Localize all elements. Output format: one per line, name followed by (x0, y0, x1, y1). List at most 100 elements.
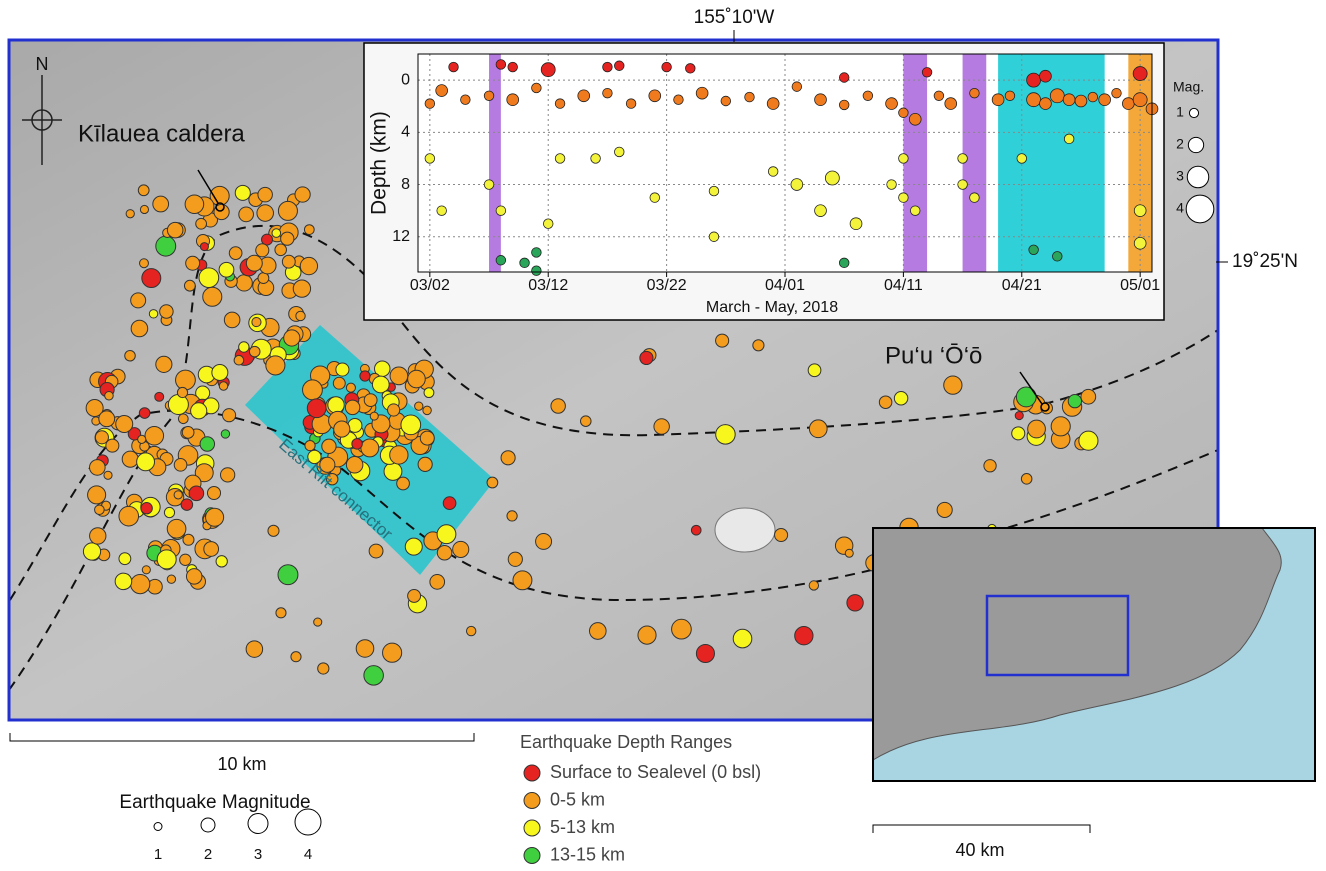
earthquake (423, 406, 431, 414)
quake-point (745, 92, 755, 102)
quake-point (958, 154, 968, 164)
earthquake (116, 415, 133, 432)
quake-point (825, 171, 839, 185)
earthquake (1015, 411, 1023, 419)
earthquake (405, 538, 422, 555)
earthquake (119, 506, 139, 526)
earthquake (160, 305, 173, 318)
depth-legend-title: Earthquake Depth Ranges (520, 732, 732, 752)
y-tick-label: 0 (401, 71, 410, 88)
quake-point (541, 63, 555, 77)
earthquake (176, 370, 196, 390)
earthquake (318, 663, 329, 674)
size-legend-title: Mag. (1173, 79, 1204, 95)
quake-point (1134, 205, 1146, 217)
period-band (489, 54, 501, 272)
earthquake (199, 268, 219, 288)
quake-point (520, 258, 530, 268)
earthquake (795, 627, 813, 645)
earthquake (437, 525, 456, 544)
earthquake (638, 626, 656, 644)
quake-point (1088, 92, 1098, 102)
locator-scale-label: 40 km (955, 840, 1004, 860)
earthquake (177, 387, 187, 397)
quake-point (649, 90, 661, 102)
size-legend-symbol (1186, 195, 1214, 223)
earthquake (346, 383, 355, 392)
earthquake (733, 629, 752, 648)
earthquake (249, 346, 260, 357)
earthquake (246, 255, 262, 271)
quake-point (603, 88, 613, 98)
earthquake (181, 499, 193, 511)
earthquake (809, 581, 818, 590)
magnitude-symbol (248, 814, 268, 834)
earthquake (235, 185, 250, 200)
earthquake (1028, 420, 1046, 438)
earthquake (808, 364, 821, 377)
x-tick-label: 03/12 (528, 277, 568, 294)
earthquake (178, 414, 188, 424)
size-legend-label: 2 (1176, 136, 1184, 152)
x-tick-label: 03/02 (410, 277, 450, 294)
quake-point (970, 88, 980, 98)
earthquake (536, 533, 552, 549)
earthquake (206, 508, 224, 526)
earthquake (384, 463, 402, 481)
earthquake (408, 589, 421, 602)
quake-point (425, 99, 435, 109)
size-legend-label: 3 (1176, 168, 1184, 184)
earthquake (408, 370, 426, 388)
earthquake (1068, 395, 1081, 408)
earthquake (140, 205, 148, 213)
earthquake (305, 440, 315, 450)
earthquake (879, 396, 892, 409)
earthquake (281, 232, 294, 245)
y-tick-label: 4 (401, 124, 410, 141)
earthquake (125, 350, 136, 361)
x-axis-label: March - May, 2018 (706, 299, 838, 316)
depth-symbol (524, 848, 540, 864)
magnitude-label: 2 (204, 846, 212, 863)
quake-point (614, 61, 624, 71)
earthquake (156, 236, 176, 256)
earthquake (501, 451, 515, 465)
earthquake (191, 403, 207, 419)
earthquake (370, 412, 378, 420)
earthquake (257, 205, 274, 222)
quake-point (768, 167, 778, 177)
quake-point (863, 91, 873, 101)
quake-point (887, 180, 897, 190)
earthquake (1051, 417, 1070, 436)
earthquake (303, 380, 323, 400)
earthquake (293, 280, 310, 297)
earthquake (224, 312, 240, 328)
earthquake (937, 502, 952, 517)
earthquake (640, 351, 653, 364)
size-legend-label: 4 (1176, 200, 1184, 216)
quake-point (543, 219, 553, 229)
period-band (963, 54, 987, 272)
quake-point (591, 154, 601, 164)
quake-point (532, 83, 542, 93)
earthquake (291, 652, 301, 662)
quake-point (696, 87, 708, 99)
quake-point (815, 205, 827, 217)
lon-label: 155˚10'W (694, 7, 775, 28)
quake-point (449, 62, 459, 72)
lat-label: 19˚25'N (1232, 251, 1298, 272)
earthquake (809, 420, 827, 438)
quake-point (1005, 91, 1015, 101)
quake-point (934, 91, 944, 101)
earthquake (420, 431, 434, 445)
earthquake (219, 382, 227, 390)
quake-point (945, 98, 957, 110)
quake-point (899, 154, 909, 164)
earthquake (157, 550, 176, 569)
magnitude-symbol (295, 809, 321, 835)
earthquake (223, 409, 236, 422)
earthquake (282, 255, 295, 268)
earthquake (138, 435, 146, 443)
quake-point (685, 64, 695, 74)
quake-point (1040, 98, 1052, 110)
